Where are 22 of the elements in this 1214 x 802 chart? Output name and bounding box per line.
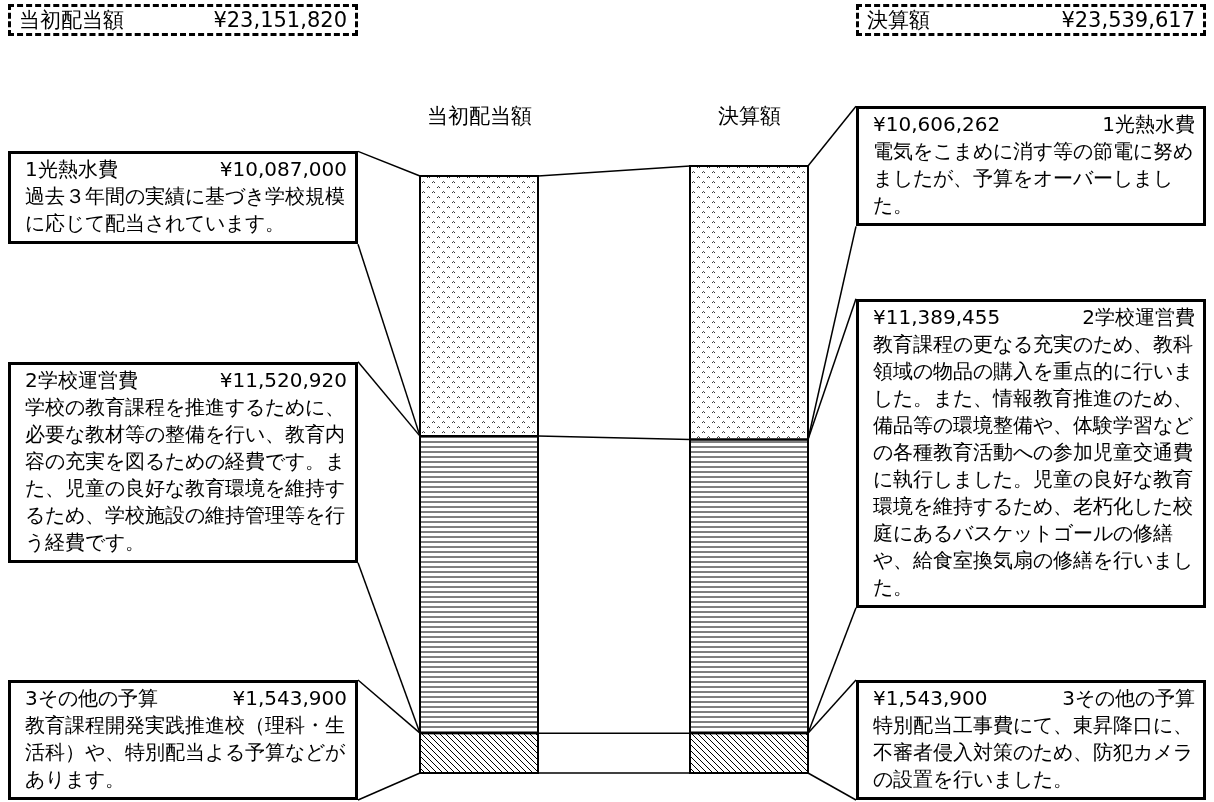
text: ¥23,539,617 [1061, 7, 1195, 33]
text: 2学校運営費 [1082, 304, 1195, 329]
text: 1光熱水費 [25, 157, 118, 182]
category-label: 決算額 [717, 104, 781, 128]
annotation: 特別配当工事費にて、東昇降口に、不審者侵入対策のため、防犯カメラの設置を行いました。 [873, 712, 1194, 793]
annotation: 電気をこまめに消す等の節電に努めましたが、予算をオーバーしました。 [873, 138, 1194, 220]
text: ¥23,151,820 [213, 7, 347, 33]
data-label: ¥1,543,900 [873, 685, 988, 712]
annotation: 教育課程開発実践推進校（理科・生活科）や、特別配当よる予算などがあります。 [25, 712, 346, 793]
text: 教育課程の更なる充実のため、教科領域の物品の購入を重点的に行いました。また、情報教育推進のため、備品等の環境整備や、体験学習などの各種教育活動への参加児童交通費に執行しました。児童の良好な教育環境を維持するため、老朽化した校庭にあるバスケットゴールの修繕や、給食室換気扇の修繕を行いました。 [873, 331, 1193, 599]
data-label: ¥11,389,455 [873, 303, 1001, 331]
annotation: 学校の教育課程を推進するために、必要な教材等の整備を行い、教育内容の充実を図るための経費です。また、児童の良好な教育環境を維持するため、学校施設の維持管理等を行う経費です。 [25, 393, 346, 556]
category-label: 当初配当額 [426, 104, 532, 128]
data-label: ¥11,520,920 [219, 366, 347, 394]
data-label: ¥1,543,900 [232, 685, 347, 712]
annotation: 過去３年間の実績に基づき学校規模に応じて配当されています。 [25, 183, 346, 238]
data-label: ¥10,087,000 [219, 156, 347, 184]
text: 3その他の予算 [25, 685, 158, 710]
text: 2学校運営費 [25, 366, 138, 394]
data-label: ¥10,606,262 [873, 111, 1001, 139]
text: 3その他の予算 [1062, 685, 1195, 712]
text: 1光熱水費 [1102, 111, 1195, 139]
